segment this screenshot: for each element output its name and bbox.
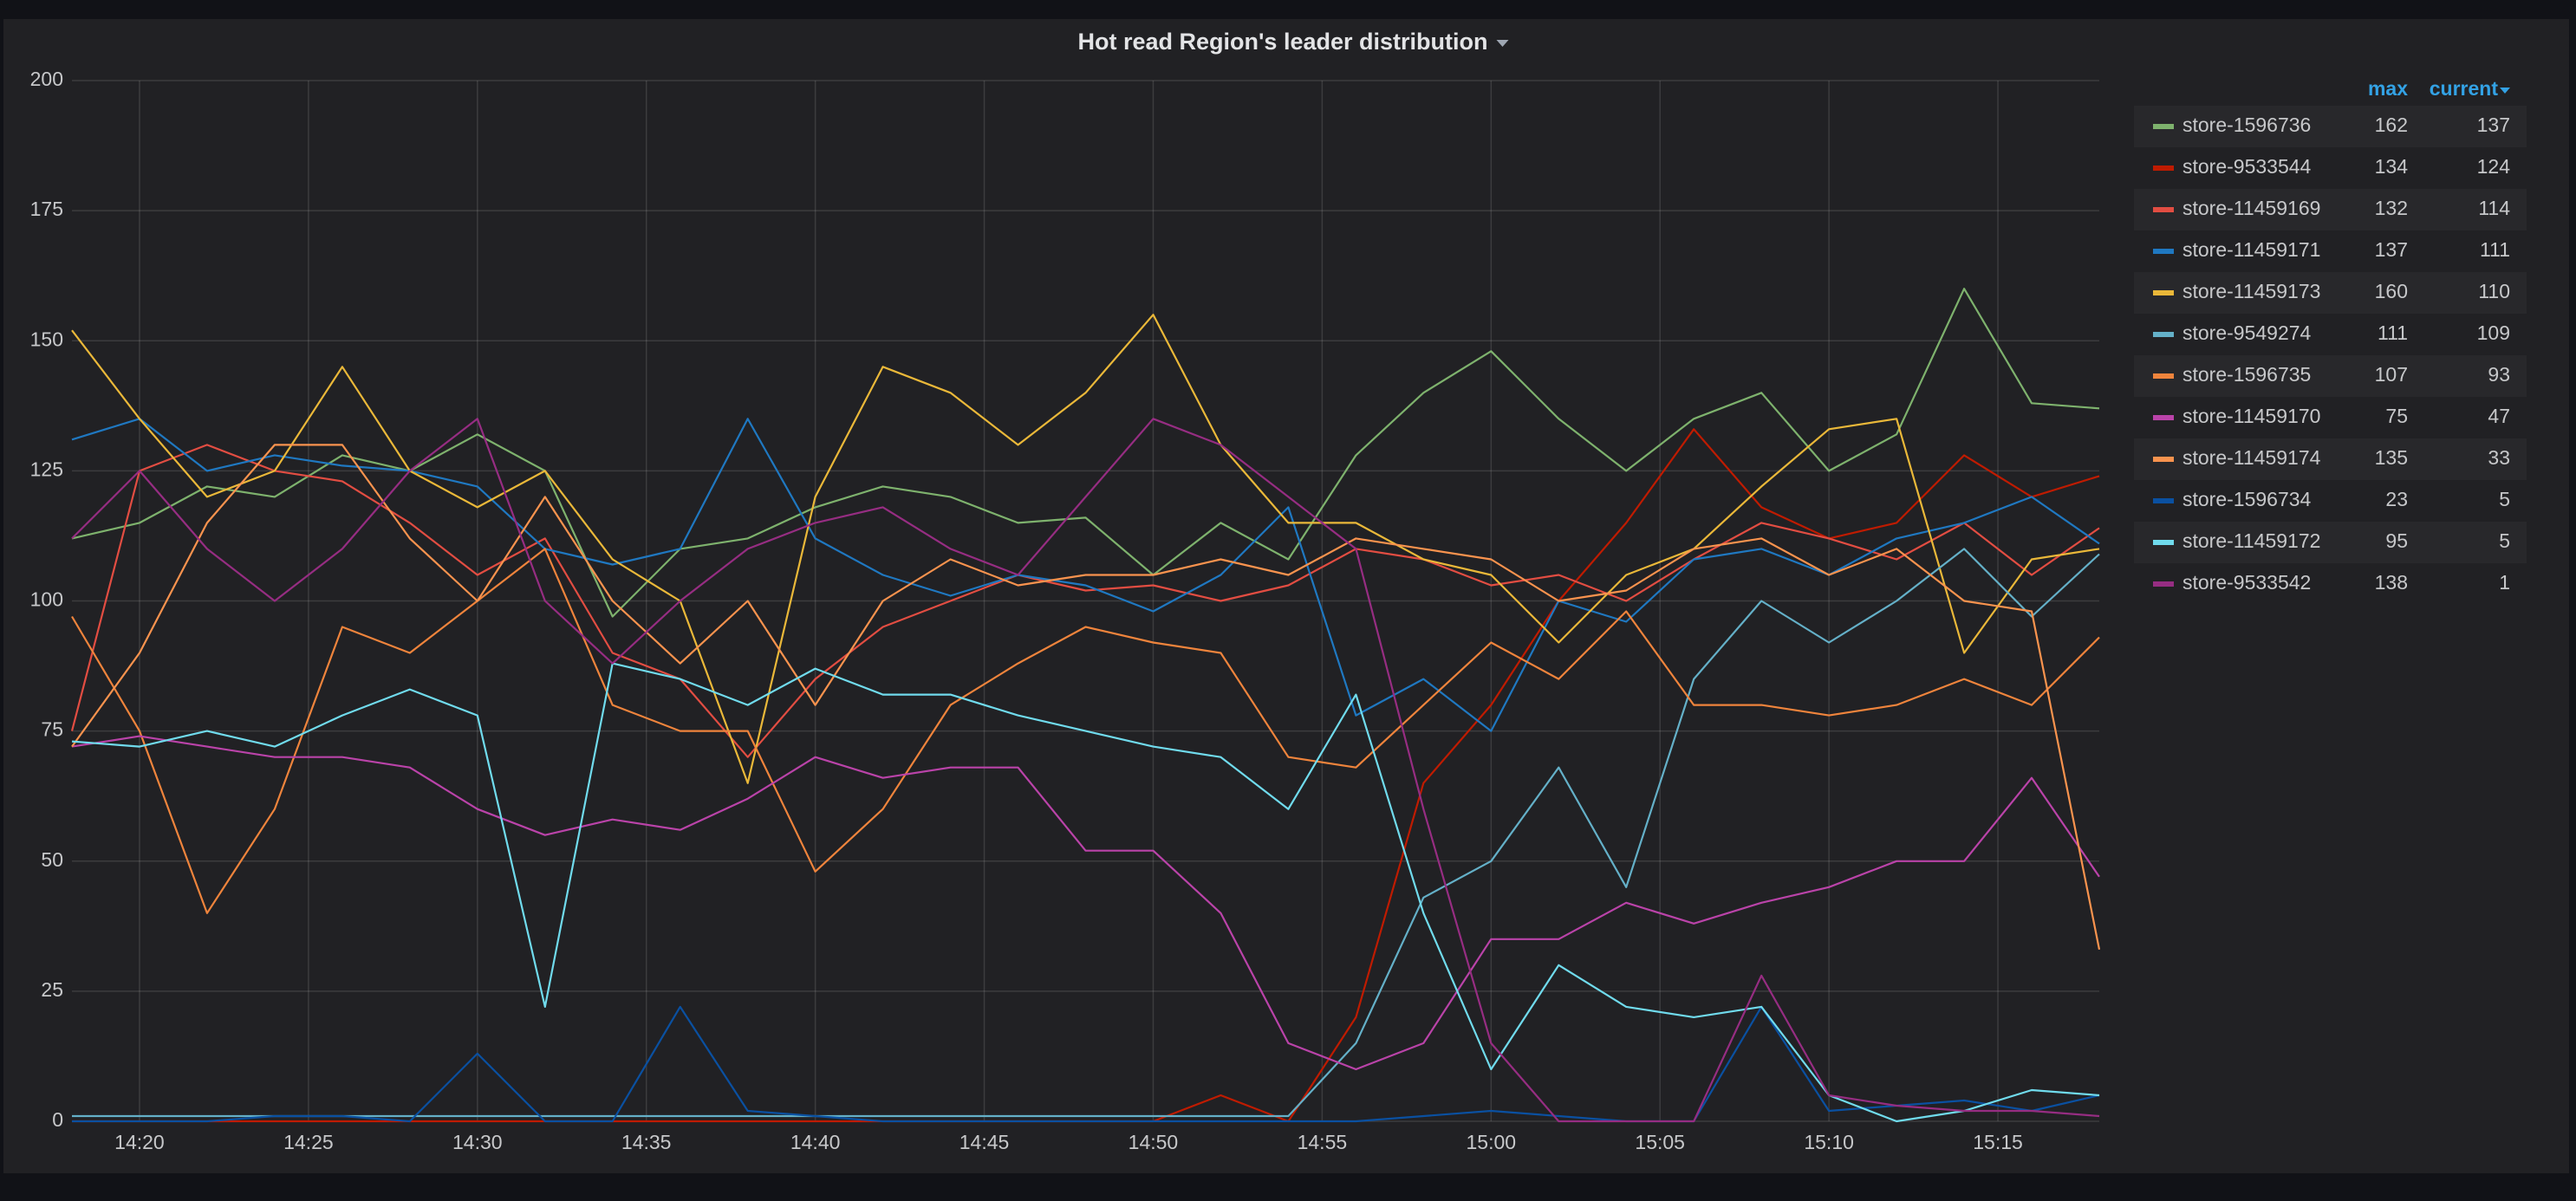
x-tick-label: 14:45 (959, 1131, 1010, 1153)
chart-title[interactable]: Hot read Region's leader distribution (1078, 29, 1488, 55)
legend-max: 134 (2375, 155, 2409, 178)
legend-label: store-9533544 (2182, 155, 2312, 178)
legend-label: store-11459169 (2182, 197, 2320, 219)
y-tick-label: 125 (30, 458, 63, 480)
y-tick-label: 0 (52, 1108, 63, 1131)
legend-current: 114 (2478, 197, 2510, 219)
legend-current: 110 (2478, 280, 2510, 302)
x-tick-label: 14:25 (283, 1131, 334, 1153)
y-tick-label: 200 (30, 68, 63, 90)
legend-max: 107 (2375, 363, 2408, 386)
legend-item[interactable]: store-11459171 137 111 (2153, 238, 2510, 261)
legend-max: 23 (2385, 488, 2408, 510)
x-tick-label: 14:40 (790, 1131, 841, 1153)
legend-label: store-1596734 (2182, 488, 2312, 510)
legend-item[interactable]: store-9533542 138 1 (2153, 571, 2510, 594)
legend-header: max (2368, 77, 2408, 100)
series-line (71, 662, 2100, 1123)
legend-swatch (2153, 207, 2174, 212)
legend-label: store-11459173 (2182, 280, 2320, 302)
legend-swatch (2153, 373, 2174, 379)
legend-item[interactable]: store-1596735 107 93 (2153, 363, 2510, 386)
x-tick-label: 15:00 (1467, 1131, 1517, 1153)
legend-max: 162 (2375, 114, 2408, 136)
legend-current: 5 (2499, 488, 2510, 510)
title-caret[interactable] (1496, 40, 1509, 47)
x-tick-label: 15:05 (1635, 1131, 1685, 1153)
legend-label: store-1596735 (2182, 363, 2311, 386)
panel (3, 19, 2569, 1173)
legend-swatch (2153, 290, 2174, 295)
legend-label: store-11459174 (2182, 446, 2321, 469)
legend-label: store-9549274 (2182, 321, 2312, 344)
series-line (71, 548, 2100, 914)
legend-current: 109 (2477, 321, 2510, 344)
legend-swatch (2153, 166, 2174, 171)
legend-current: 5 (2499, 529, 2510, 552)
legend-current: 33 (2488, 446, 2510, 469)
legend-current: 124 (2477, 155, 2511, 178)
y-tick-label: 175 (30, 198, 63, 220)
legend-max: 138 (2375, 571, 2408, 594)
legend-label: store-11459171 (2182, 238, 2320, 261)
legend-swatch (2153, 415, 2174, 420)
legend-label: store-11459170 (2182, 405, 2320, 427)
legend-max: 132 (2375, 197, 2408, 219)
legend-max: 111 (2378, 321, 2408, 344)
series-line (72, 548, 2100, 1118)
series-line (70, 444, 2100, 758)
legend-current: 111 (2480, 238, 2510, 261)
series-line (71, 418, 2100, 1123)
legend-swatch (2153, 249, 2174, 254)
legend-max: 160 (2375, 280, 2408, 302)
x-tick-label: 14:20 (114, 1131, 165, 1153)
y-tick-label: 25 (41, 978, 63, 1001)
legend-current: 47 (2488, 405, 2510, 427)
legend-swatch (2153, 540, 2174, 545)
legend-label: store-1596736 (2182, 114, 2311, 136)
x-tick-label: 15:10 (1804, 1131, 1854, 1153)
x-tick-label: 14:35 (621, 1131, 672, 1153)
y-tick-label: 75 (41, 718, 63, 741)
legend-swatch (2153, 581, 2174, 587)
legend-item[interactable]: store-11459174 135 33 (2153, 446, 2510, 469)
sort-caret (2500, 88, 2510, 94)
legend-label: store-11459172 (2182, 529, 2320, 552)
legend-max: 135 (2375, 446, 2408, 469)
legend-item[interactable]: store-9549274 111 109 (2153, 321, 2510, 344)
legend-swatch (2153, 457, 2174, 462)
legend-max: 75 (2385, 405, 2408, 427)
x-tick-label: 14:30 (452, 1131, 503, 1153)
legend-current: 1 (2499, 571, 2510, 594)
legend-max: 95 (2385, 529, 2408, 552)
x-tick-label: 14:50 (1129, 1131, 1179, 1153)
y-tick-label: 50 (41, 848, 63, 871)
legend-item[interactable]: store-11459173 160 110 (2153, 280, 2510, 302)
legend-item[interactable]: store-11459172 95 5 (2153, 529, 2510, 552)
legend-swatch (2153, 124, 2174, 129)
legend-item[interactable]: store-1596734 23 5 (2153, 488, 2510, 510)
x-tick-label: 14:55 (1298, 1131, 1348, 1153)
legend-header: current (2430, 77, 2499, 100)
legend-item[interactable]: store-11459169 132 114 (2153, 197, 2510, 219)
x-tick-label: 15:15 (1973, 1131, 2023, 1153)
series-line (71, 444, 2101, 951)
legend-item[interactable]: store-11459170 75 47 (2153, 405, 2510, 427)
y-tick-label: 100 (30, 588, 63, 611)
y-tick-label: 150 (30, 328, 63, 350)
legend-max: 137 (2375, 238, 2408, 261)
legend-swatch (2153, 498, 2174, 503)
legend-current: 137 (2477, 114, 2510, 136)
legend-item[interactable]: store-9533544 134 124 (2153, 155, 2510, 178)
legend-label: store-9533542 (2182, 571, 2311, 594)
legend-current: 93 (2488, 363, 2510, 386)
legend-item[interactable]: store-1596736 162 137 (2153, 114, 2510, 136)
legend-swatch (2153, 332, 2174, 337)
series-line (71, 735, 2100, 1071)
